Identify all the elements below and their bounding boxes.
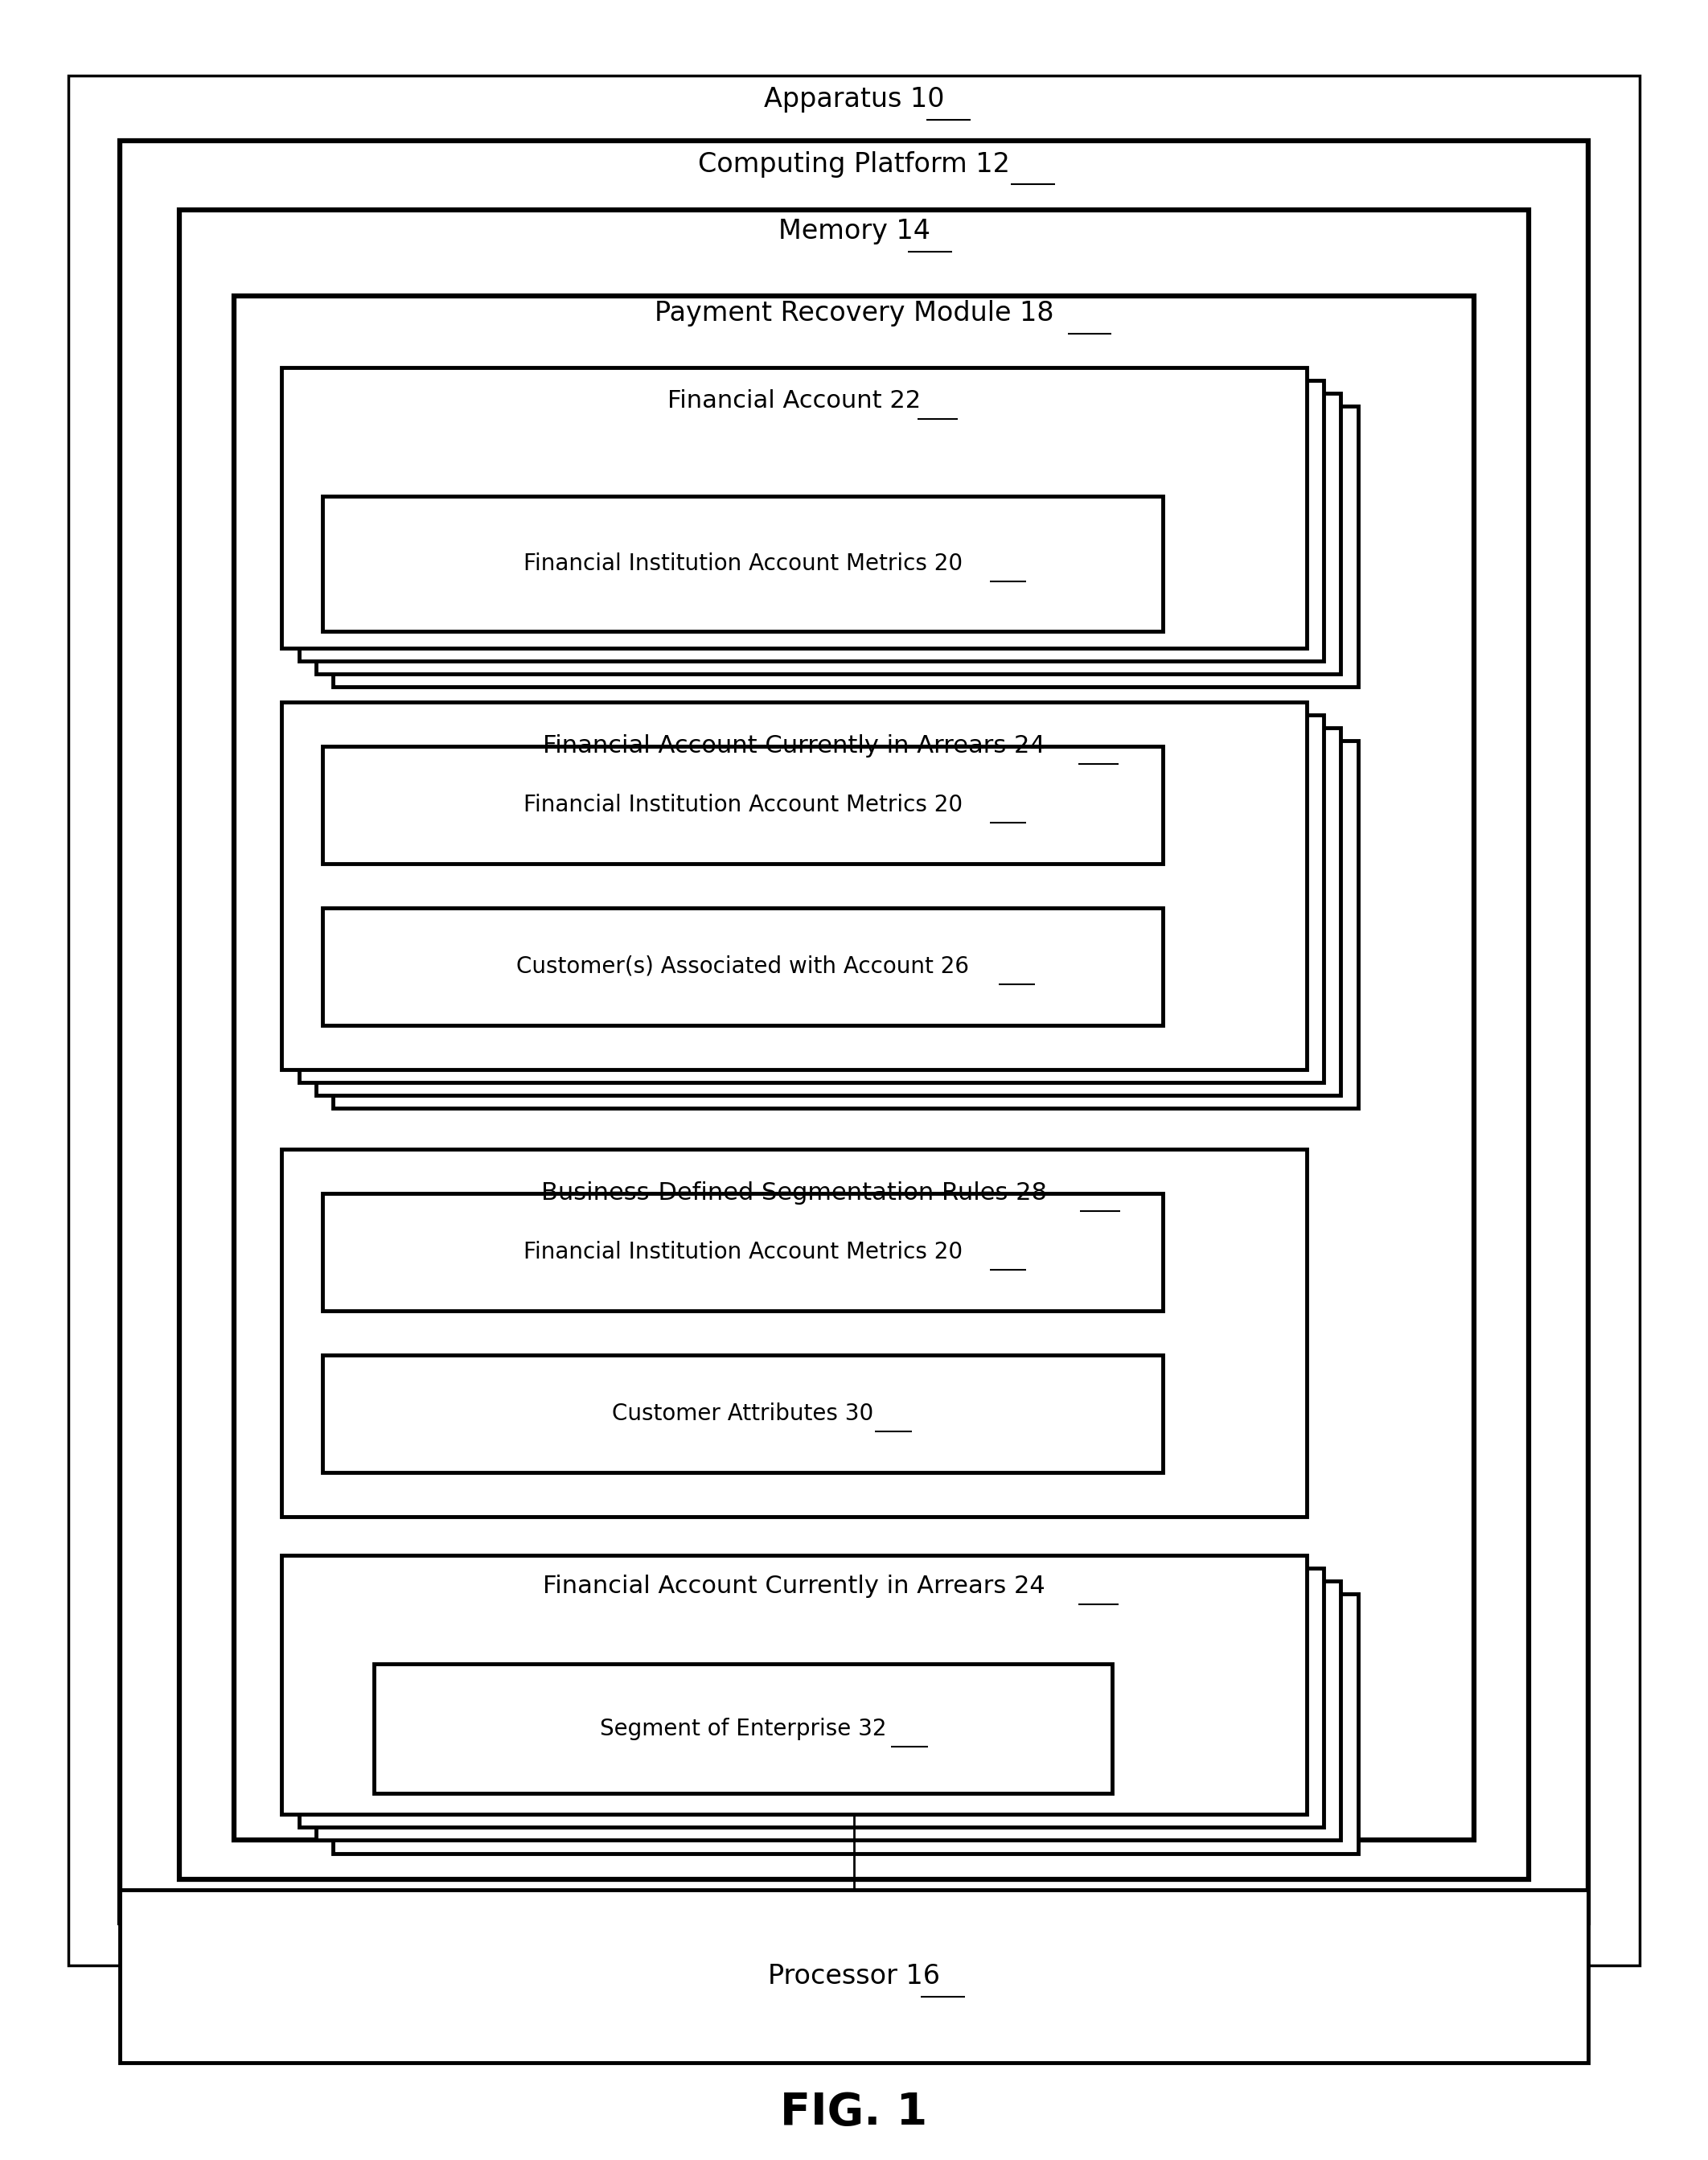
Bar <box>333 1594 1358 1853</box>
Text: Customer(s) Associated with Account 26: Customer(s) Associated with Account 26 <box>516 955 970 978</box>
Bar <box>179 210 1529 1879</box>
Text: Financial Account Currently in Arrears 24: Financial Account Currently in Arrears 2… <box>543 1575 1045 1598</box>
Bar <box>68 76 1640 1966</box>
Bar <box>333 406 1358 687</box>
Bar <box>282 367 1307 648</box>
Bar <box>316 728 1341 1095</box>
Text: Payment Recovery Module 18: Payment Recovery Module 18 <box>654 300 1054 326</box>
Bar <box>374 1663 1112 1793</box>
Bar <box>120 1890 1588 2063</box>
Text: Business-Defined Segmentation Rules 28: Business-Defined Segmentation Rules 28 <box>541 1182 1047 1205</box>
Text: Financial Institution Account Metrics 20: Financial Institution Account Metrics 20 <box>523 793 963 816</box>
Text: Customer Attributes 30: Customer Attributes 30 <box>611 1402 874 1426</box>
Bar <box>323 1354 1163 1473</box>
Text: Financial Institution Account Metrics 20: Financial Institution Account Metrics 20 <box>523 1240 963 1264</box>
Text: Financial Account 22: Financial Account 22 <box>668 389 921 413</box>
Bar <box>323 1192 1163 1311</box>
Bar <box>120 140 1588 1922</box>
Bar <box>323 907 1163 1026</box>
Text: FIG. 1: FIG. 1 <box>781 2091 927 2134</box>
Bar <box>323 497 1163 631</box>
Bar <box>282 1555 1307 1814</box>
Bar <box>299 715 1324 1082</box>
Text: Processor 16: Processor 16 <box>769 1963 939 1989</box>
Text: Memory 14: Memory 14 <box>779 218 929 244</box>
Bar <box>316 393 1341 674</box>
Text: Financial Institution Account Metrics 20: Financial Institution Account Metrics 20 <box>523 553 963 575</box>
Bar <box>282 702 1307 1069</box>
Text: Computing Platform 12: Computing Platform 12 <box>699 151 1009 177</box>
Bar <box>282 1149 1307 1516</box>
Bar <box>299 380 1324 661</box>
Text: Segment of Enterprise 32: Segment of Enterprise 32 <box>600 1717 886 1741</box>
Bar <box>316 1581 1341 1840</box>
Text: Apparatus 10: Apparatus 10 <box>763 86 945 112</box>
Bar <box>234 296 1474 1840</box>
Bar <box>333 741 1358 1108</box>
Bar <box>323 745 1163 864</box>
Bar <box>299 1568 1324 1827</box>
Text: Financial Account Currently in Arrears 24: Financial Account Currently in Arrears 2… <box>543 734 1045 758</box>
